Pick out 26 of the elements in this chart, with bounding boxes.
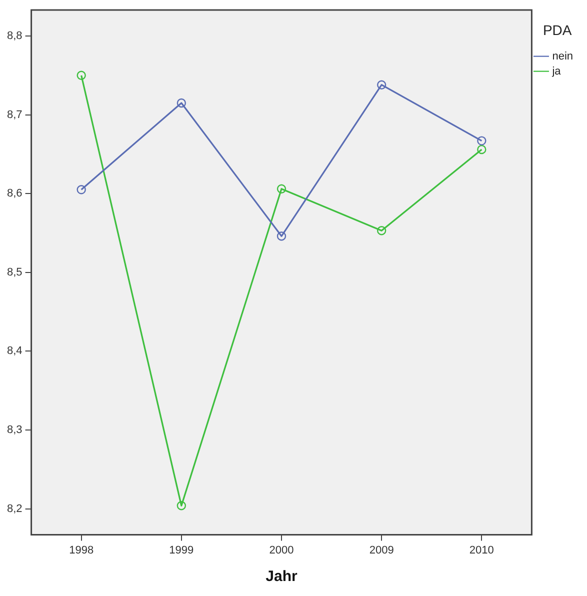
x-tick-label: 2000 <box>269 544 294 556</box>
point <box>477 136 486 146</box>
point <box>376 226 386 236</box>
y-tick-label: 8,7 <box>6 108 22 121</box>
point <box>376 80 386 90</box>
y-tick-label: 8,6 <box>6 188 22 200</box>
y-tick-label: 8,2 <box>6 502 22 515</box>
point <box>76 185 86 194</box>
legend-label: nein <box>552 50 573 62</box>
point <box>276 184 286 194</box>
x-tick-label: 2010 <box>469 544 494 556</box>
point <box>276 232 286 241</box>
x-tick-label: 1998 <box>69 544 94 556</box>
legend-title: PDA <box>542 22 572 38</box>
x-tick-label: 1999 <box>169 544 194 556</box>
point <box>176 98 186 108</box>
point <box>76 70 86 80</box>
y-tick-label: 8,5 <box>6 266 22 278</box>
x-tick-label: 2009 <box>369 544 394 556</box>
point <box>477 144 486 154</box>
legend-label: ja <box>551 65 562 78</box>
y-tick-label: 8,4 <box>6 345 22 358</box>
y-tick-label: 8,3 <box>6 424 22 436</box>
y-tick-label: 8,8 <box>6 30 22 42</box>
point <box>176 501 186 510</box>
x-axis-title: Jahr <box>266 568 298 586</box>
